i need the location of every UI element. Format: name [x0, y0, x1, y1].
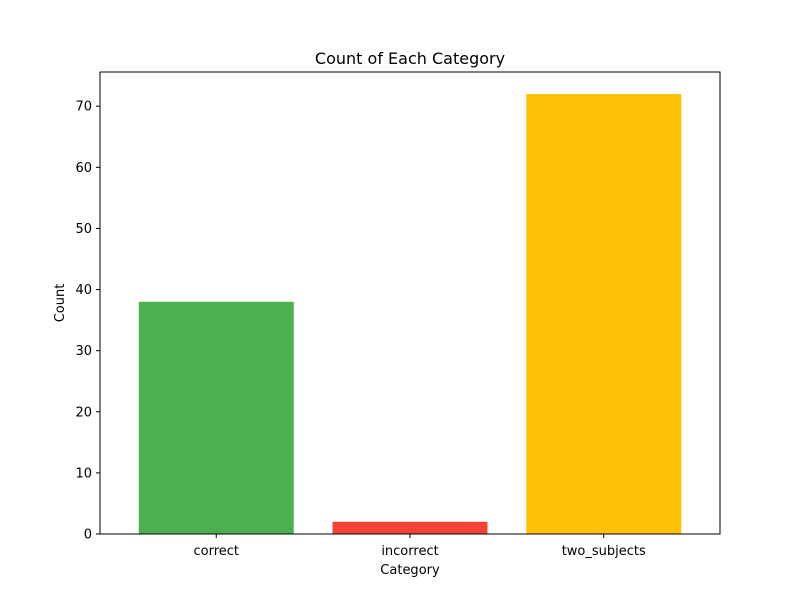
x-axis-label: Category [380, 563, 440, 578]
x-axis-ticks: correct incorrect two_subjects [193, 534, 646, 559]
y-tick-label: 50 [75, 222, 92, 237]
chart-title: Count of Each Category [315, 49, 505, 68]
bar-incorrect [332, 521, 488, 534]
x-tick-label: two_subjects [562, 544, 646, 559]
y-axis-label: Count [53, 284, 68, 323]
y-tick-label: 70 [75, 100, 92, 115]
y-tick-label: 40 [75, 283, 92, 298]
y-tick-label: 60 [75, 161, 92, 176]
y-tick-label: 10 [75, 466, 92, 481]
bar-two-subjects [526, 94, 682, 534]
y-axis-ticks: 0 10 20 30 40 50 60 70 [75, 100, 100, 543]
x-tick-label: incorrect [381, 544, 438, 559]
y-tick-label: 0 [84, 528, 92, 543]
bar-correct [138, 301, 294, 534]
bars-layer [138, 94, 682, 534]
y-tick-label: 20 [75, 405, 92, 420]
x-tick-label: correct [193, 544, 239, 559]
y-tick-label: 30 [75, 344, 92, 359]
